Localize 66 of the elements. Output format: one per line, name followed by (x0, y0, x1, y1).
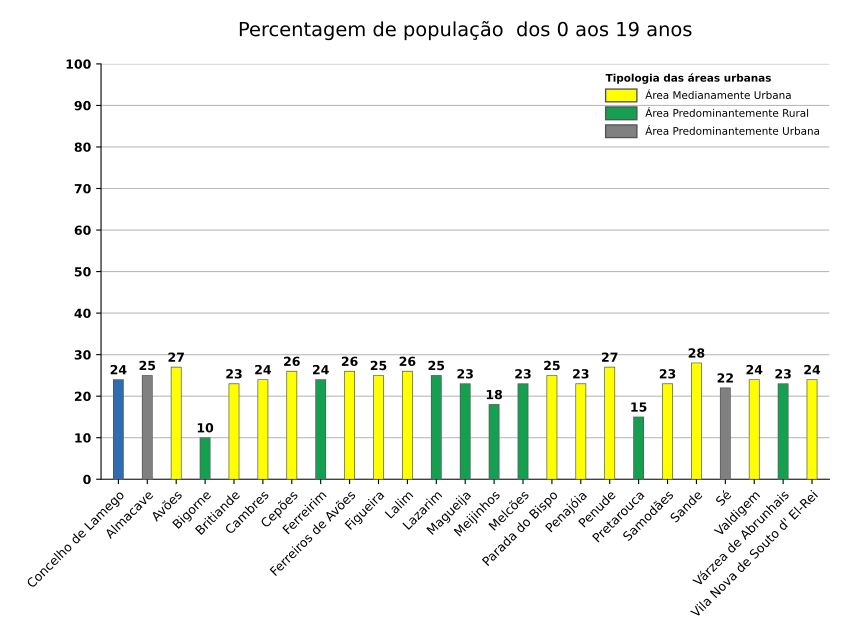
bar (518, 383, 528, 480)
bar (806, 379, 818, 480)
data-label: 22 (718, 373, 733, 382)
legend-label: Área Medianamente Urbana (645, 89, 791, 100)
bar (373, 375, 384, 480)
legend-label: Área Predominantemente Rural (645, 107, 808, 117)
bar (430, 375, 442, 480)
bar (200, 437, 210, 480)
bar (778, 383, 789, 480)
data-label: 24 (312, 364, 329, 374)
bar (170, 366, 182, 480)
data-label: 24 (746, 364, 762, 374)
bar (748, 379, 760, 480)
y-tick-label: 30 (74, 350, 91, 360)
bar (633, 416, 644, 480)
y-tick-label: 0 (83, 474, 91, 484)
y-tick-label: 70 (74, 184, 91, 194)
data-label: 26 (284, 356, 300, 366)
data-label: 25 (428, 360, 444, 370)
bar (460, 383, 471, 480)
bar (228, 383, 240, 480)
data-label: 23 (515, 369, 531, 379)
data-label: 27 (168, 352, 184, 362)
bar (720, 388, 731, 480)
chart-title: Percentagem de população dos 0 aos 19 anos (240, 21, 692, 40)
bar (315, 379, 326, 480)
y-tick-label: 20 (74, 392, 91, 402)
data-label: 23 (660, 369, 676, 379)
data-label: 10 (198, 423, 214, 433)
y-tick-label: 40 (74, 308, 91, 318)
bar (344, 370, 356, 480)
data-label: 26 (342, 356, 358, 366)
y-tick-label: 50 (74, 267, 91, 276)
legend-title: Tipologia das áreas urbanas (606, 73, 771, 84)
data-label: 28 (688, 348, 704, 358)
bar (142, 375, 153, 480)
data-label: 23 (775, 369, 791, 379)
data-label: 24 (110, 364, 127, 374)
data-label: 24 (255, 364, 272, 374)
data-label: 25 (140, 360, 156, 370)
bar (257, 379, 268, 480)
data-label: 15 (631, 402, 646, 412)
bar (604, 366, 616, 480)
bar (691, 362, 702, 480)
data-label: 23 (226, 369, 242, 379)
data-label: 23 (457, 369, 473, 379)
bar (575, 383, 586, 480)
data-label: 25 (370, 360, 386, 370)
data-label: 26 (400, 356, 416, 366)
y-tick-label: 10 (75, 433, 91, 443)
y-tick-label: 90 (74, 100, 91, 110)
bar (286, 370, 298, 480)
data-label: 18 (486, 390, 502, 400)
y-tick-label: 100 (66, 59, 91, 69)
data-label: 23 (573, 369, 589, 379)
data-label: 25 (544, 360, 560, 370)
data-label: 27 (602, 352, 618, 362)
bar (662, 383, 673, 480)
y-tick-label: 60 (74, 226, 91, 235)
data-label: 24 (804, 364, 820, 374)
legend-label: Área Predominantemente Urbana (645, 125, 820, 135)
y-tick-label: 80 (74, 142, 91, 152)
bar (488, 404, 500, 480)
bar (402, 370, 413, 480)
bar (112, 379, 124, 480)
bar (546, 375, 558, 480)
